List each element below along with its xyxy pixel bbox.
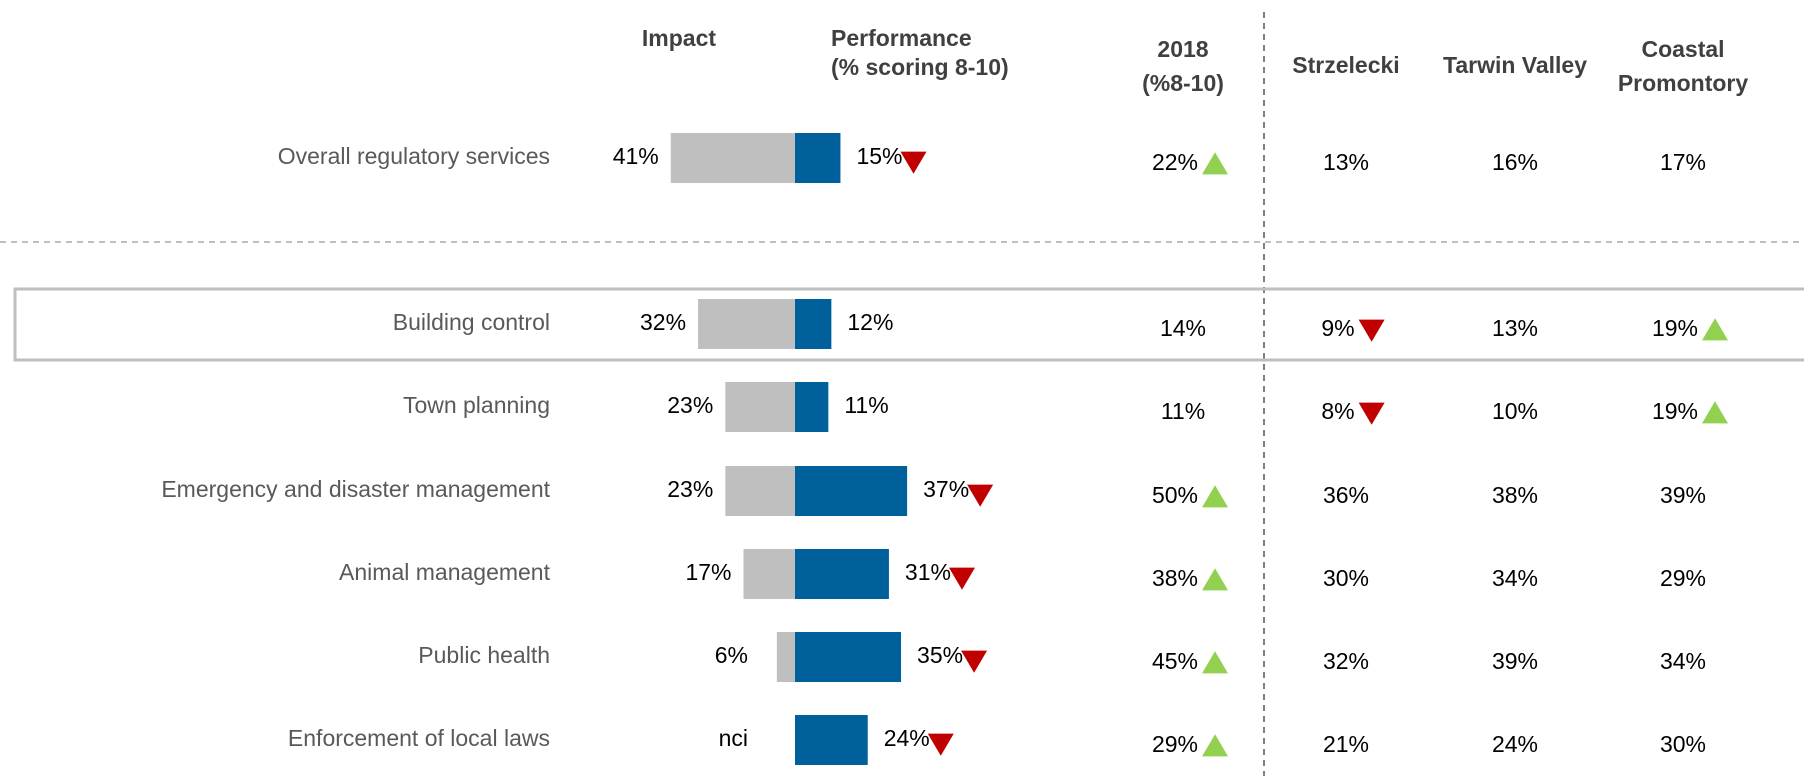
performance-bar [795, 632, 902, 682]
column-header: Promontory [1618, 70, 1749, 96]
impact-label: 23% [667, 476, 713, 502]
impact-label: 23% [667, 392, 713, 418]
table-cell: 38% [1492, 482, 1538, 508]
table-cell: 36% [1323, 482, 1369, 508]
trend-down [961, 650, 988, 673]
table-cell: 29% [1660, 565, 1706, 591]
table-cell: 30% [1323, 565, 1369, 591]
table-cell: 50% [1152, 482, 1198, 508]
row-label: Overall regulatory services [278, 143, 550, 169]
impact-label: 32% [640, 309, 686, 335]
column-header: Tarwin Valley [1443, 52, 1587, 78]
table-cell: 16% [1492, 149, 1538, 175]
table-cell: 29% [1152, 731, 1198, 757]
trend-up [1202, 651, 1229, 674]
table-cell: 14% [1160, 315, 1206, 341]
impact-bar [776, 632, 795, 682]
header: (% scoring 8-10) [831, 54, 1009, 80]
table-cell: 21% [1323, 731, 1369, 757]
table-cell: 32% [1323, 648, 1369, 674]
row-label: Town planning [403, 392, 550, 418]
impact-bar [743, 549, 795, 599]
header: Performance [831, 25, 972, 51]
table-cell: 22% [1152, 149, 1198, 175]
table-cell: 17% [1660, 149, 1706, 175]
table-cell: 24% [1492, 731, 1538, 757]
performance-bar [795, 133, 841, 183]
table-cell: 45% [1152, 648, 1198, 674]
table-cell: 13% [1492, 315, 1538, 341]
performance-bar [795, 299, 832, 349]
table-cell: 11% [1161, 398, 1205, 424]
row-label: Emergency and disaster management [161, 476, 550, 502]
trend-down [1358, 319, 1385, 342]
row-label: Enforcement of local laws [288, 725, 550, 751]
performance-bar [795, 466, 908, 516]
row-label: Public health [418, 642, 550, 668]
column-header: (%8-10) [1142, 70, 1224, 96]
trend-up [1202, 734, 1229, 757]
trend-down [1358, 402, 1385, 425]
trend-up [1702, 401, 1729, 424]
column-header: Coastal [1641, 36, 1724, 62]
impact-bar [698, 299, 795, 349]
table-cell: 34% [1660, 648, 1706, 674]
table-cell: 19% [1652, 315, 1698, 341]
impact-bar [670, 133, 795, 183]
performance-label: 11% [844, 392, 888, 418]
trend-up [1202, 568, 1229, 591]
performance-bar [795, 549, 889, 599]
impact-label: 41% [613, 143, 659, 169]
impact-label: 17% [685, 559, 731, 585]
table-cell: 34% [1492, 565, 1538, 591]
trend-down [967, 484, 994, 507]
highlight-box [13, 287, 1804, 362]
trend-down [948, 567, 975, 590]
impact-bar [725, 466, 795, 516]
table-cell: 19% [1652, 398, 1698, 424]
table-cell: 8% [1321, 398, 1354, 424]
column-header: 2018 [1157, 36, 1208, 62]
table-cell: 13% [1323, 149, 1369, 175]
table-cell: 9% [1321, 315, 1354, 341]
table-cell: 39% [1492, 648, 1538, 674]
trend-down [927, 733, 954, 756]
trend-up [1202, 152, 1229, 175]
table-cell: 10% [1492, 398, 1538, 424]
table-cell: 38% [1152, 565, 1198, 591]
impact-label: 6% [715, 642, 748, 668]
performance-label: 12% [847, 309, 893, 335]
impact-label: nci [719, 725, 748, 751]
row-label: Animal management [339, 559, 551, 585]
performance-label: 37% [923, 476, 969, 502]
performance-bar [795, 715, 868, 765]
column-header: Strzelecki [1292, 52, 1399, 78]
trend-down [900, 151, 927, 174]
performance-label: 24% [884, 725, 930, 751]
performance-label: 15% [856, 143, 902, 169]
performance-label: 31% [905, 559, 951, 585]
header: Impact [642, 25, 716, 51]
table-cell: 39% [1660, 482, 1706, 508]
performance-label: 35% [917, 642, 963, 668]
performance-bar [795, 382, 829, 432]
row-label: Building control [393, 309, 550, 335]
impact-bar [725, 382, 795, 432]
trend-up [1702, 318, 1729, 341]
trend-up [1202, 485, 1229, 508]
table-cell: 30% [1660, 731, 1706, 757]
